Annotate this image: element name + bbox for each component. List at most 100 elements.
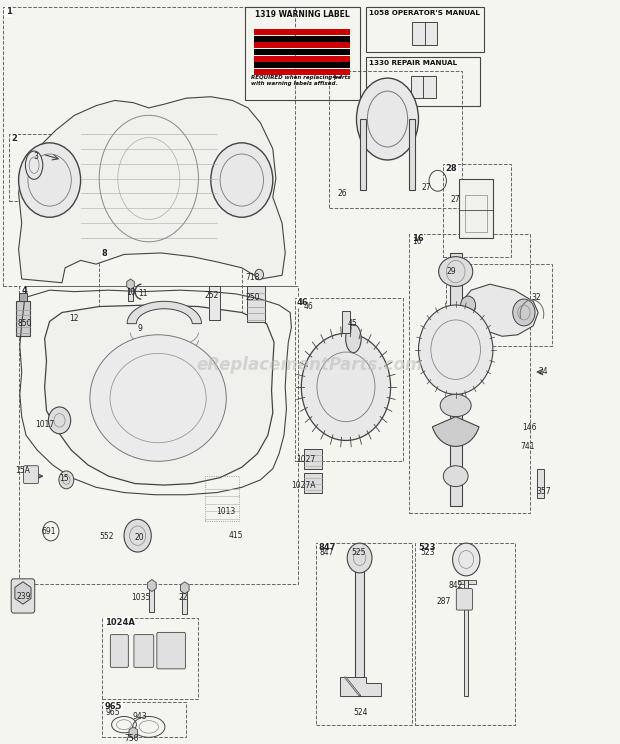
Bar: [3, 7, 294, 286]
Ellipse shape: [439, 257, 472, 286]
Text: 847: 847: [319, 543, 336, 552]
Bar: [465, 195, 487, 232]
Polygon shape: [45, 305, 274, 485]
Bar: [254, 56, 350, 62]
Bar: [254, 36, 350, 42]
Bar: [304, 473, 322, 493]
Text: 26: 26: [337, 189, 347, 198]
Bar: [415, 543, 515, 725]
Bar: [355, 565, 364, 696]
Circle shape: [211, 143, 273, 217]
Text: 146: 146: [522, 423, 537, 432]
Text: 4: 4: [21, 286, 27, 295]
Bar: [366, 7, 484, 52]
Bar: [294, 298, 403, 461]
Bar: [450, 253, 462, 506]
Text: 1013: 1013: [216, 507, 236, 516]
Text: 1017: 1017: [35, 420, 55, 429]
Text: 32: 32: [531, 293, 541, 302]
FancyBboxPatch shape: [110, 635, 128, 667]
Bar: [205, 476, 239, 521]
Text: eReplacementParts.com: eReplacementParts.com: [197, 356, 423, 373]
Circle shape: [418, 305, 493, 394]
Bar: [316, 543, 412, 725]
Polygon shape: [19, 97, 285, 283]
Text: 24: 24: [539, 368, 549, 376]
Bar: [537, 469, 544, 498]
Text: 552: 552: [99, 532, 114, 541]
Circle shape: [513, 299, 535, 326]
Bar: [254, 29, 350, 35]
Text: 239: 239: [16, 592, 31, 601]
Bar: [254, 42, 350, 48]
Text: 943: 943: [132, 712, 147, 721]
Text: 1027: 1027: [296, 455, 316, 464]
Circle shape: [255, 269, 264, 280]
Ellipse shape: [439, 420, 472, 443]
Bar: [360, 119, 366, 190]
Text: 11: 11: [138, 289, 148, 298]
Text: 252: 252: [205, 291, 219, 300]
Bar: [102, 702, 186, 737]
Bar: [329, 71, 462, 208]
FancyBboxPatch shape: [157, 632, 185, 669]
Text: 1: 1: [6, 7, 11, 16]
Bar: [366, 57, 480, 106]
Text: 287: 287: [436, 597, 451, 606]
Bar: [19, 286, 298, 584]
Bar: [409, 234, 530, 513]
Ellipse shape: [443, 466, 468, 487]
Text: 523: 523: [418, 543, 435, 552]
Bar: [254, 62, 350, 68]
Circle shape: [461, 296, 476, 314]
FancyBboxPatch shape: [11, 579, 35, 613]
Circle shape: [347, 543, 372, 573]
Ellipse shape: [356, 78, 419, 160]
Bar: [464, 580, 468, 696]
Bar: [9, 134, 56, 201]
Bar: [459, 179, 493, 238]
Polygon shape: [340, 677, 381, 696]
Text: 8: 8: [102, 249, 107, 258]
Text: 27: 27: [422, 183, 432, 192]
Bar: [245, 7, 360, 100]
Bar: [209, 286, 220, 320]
Text: 718: 718: [245, 273, 260, 282]
Bar: [410, 76, 435, 98]
Circle shape: [301, 333, 391, 440]
Text: 965: 965: [105, 708, 120, 717]
Text: 1035: 1035: [131, 593, 151, 602]
Text: 46: 46: [297, 298, 309, 307]
Text: 1024A: 1024A: [105, 618, 135, 626]
Text: 45: 45: [347, 319, 357, 328]
Text: 28: 28: [446, 164, 458, 173]
Circle shape: [453, 543, 480, 576]
FancyBboxPatch shape: [456, 589, 472, 610]
Wedge shape: [432, 417, 479, 446]
Bar: [128, 285, 133, 301]
Text: 741: 741: [520, 442, 535, 451]
Bar: [412, 22, 437, 45]
Text: 16: 16: [412, 234, 423, 243]
Bar: [16, 301, 30, 336]
Text: 9: 9: [137, 324, 142, 333]
Text: 2: 2: [12, 134, 17, 143]
Text: 691: 691: [42, 527, 56, 536]
Bar: [182, 590, 187, 614]
Bar: [254, 49, 350, 55]
Text: 415: 415: [228, 531, 243, 540]
Text: 250: 250: [246, 293, 260, 302]
Text: 1058 OPERATOR'S MANUAL: 1058 OPERATOR'S MANUAL: [369, 10, 480, 16]
Text: 3: 3: [33, 152, 38, 161]
Ellipse shape: [440, 394, 471, 417]
Ellipse shape: [25, 151, 43, 179]
Bar: [149, 588, 154, 612]
Text: 524: 524: [353, 708, 368, 717]
FancyBboxPatch shape: [24, 466, 38, 484]
Polygon shape: [462, 284, 538, 336]
Text: 16: 16: [412, 237, 422, 246]
Bar: [458, 580, 476, 584]
Text: 1319 WARNING LABEL: 1319 WARNING LABEL: [255, 10, 350, 19]
FancyBboxPatch shape: [134, 635, 154, 667]
Bar: [443, 164, 511, 257]
